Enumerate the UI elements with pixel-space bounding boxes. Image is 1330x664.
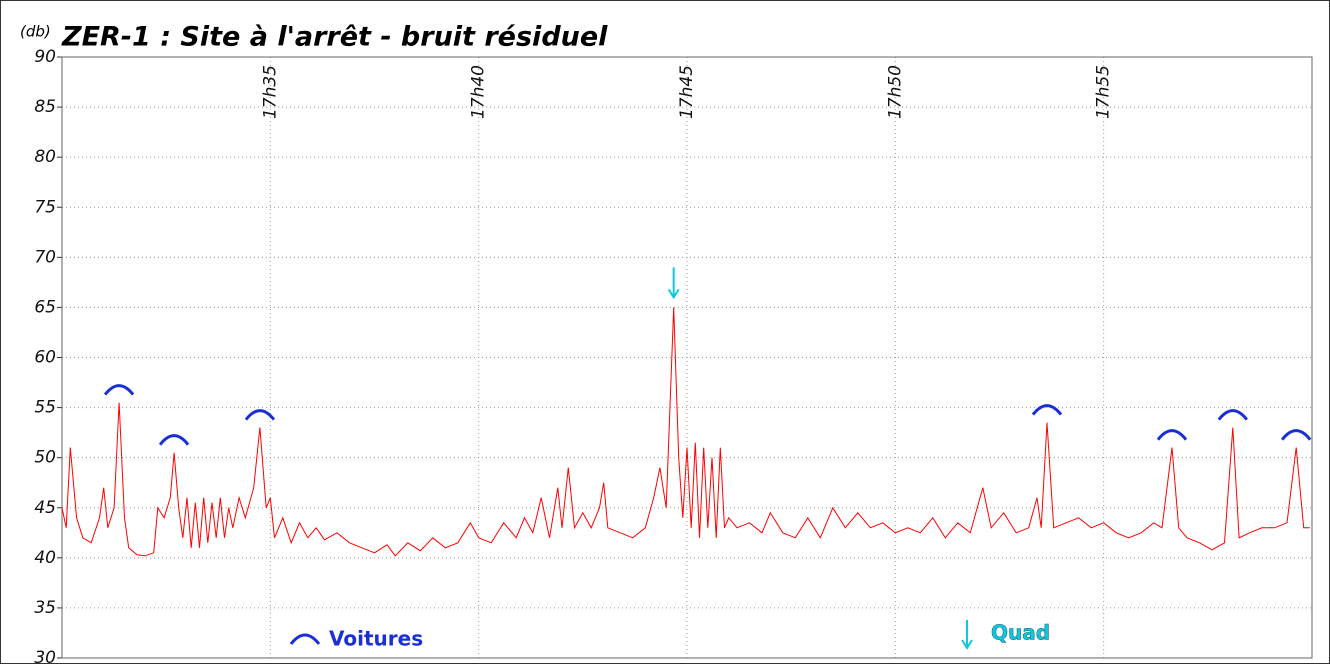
- series-line: [61, 307, 1310, 557]
- y-tick-label: 45: [34, 498, 56, 518]
- event-marker: [1156, 429, 1188, 441]
- y-tick-label: 35: [34, 598, 56, 618]
- y-tick-label: 70: [34, 247, 56, 267]
- event-marker: [244, 409, 276, 421]
- y-tick-label: 85: [34, 97, 56, 117]
- y-tick-label: 50: [34, 448, 56, 468]
- legend-marker: [961, 620, 973, 650]
- y-tick-label: 65: [34, 297, 56, 317]
- event-marker: [1280, 429, 1312, 441]
- y-tick-label: 80: [34, 147, 56, 167]
- event-marker: [158, 434, 190, 446]
- y-tick-label: 90: [34, 47, 56, 67]
- y-tick-label: 40: [34, 548, 56, 568]
- x-tick-label: 17h35: [260, 65, 280, 119]
- legend-label: Quad: [991, 621, 1050, 645]
- event-marker: [667, 267, 680, 300]
- y-tick-label: 60: [34, 348, 56, 368]
- x-tick-label: 17h55: [1094, 65, 1114, 119]
- x-tick-label: 17h50: [885, 65, 905, 119]
- legend-label: Voitures: [329, 627, 423, 651]
- chart-title: ZER-1 : Site à l'arrêt - bruit résiduel: [61, 22, 608, 53]
- event-marker: [103, 384, 135, 396]
- plot-frame: [61, 56, 1313, 659]
- x-tick-label: 17h45: [677, 65, 697, 119]
- legend-marker: [289, 633, 321, 645]
- y-tick-label: 30: [34, 648, 56, 664]
- x-tick-label: 17h40: [469, 65, 489, 119]
- event-marker: [1217, 409, 1249, 421]
- y-unit: (db): [20, 23, 51, 41]
- event-marker: [1031, 404, 1063, 416]
- y-tick-label: 75: [34, 197, 56, 217]
- y-tick-label: 55: [34, 398, 56, 418]
